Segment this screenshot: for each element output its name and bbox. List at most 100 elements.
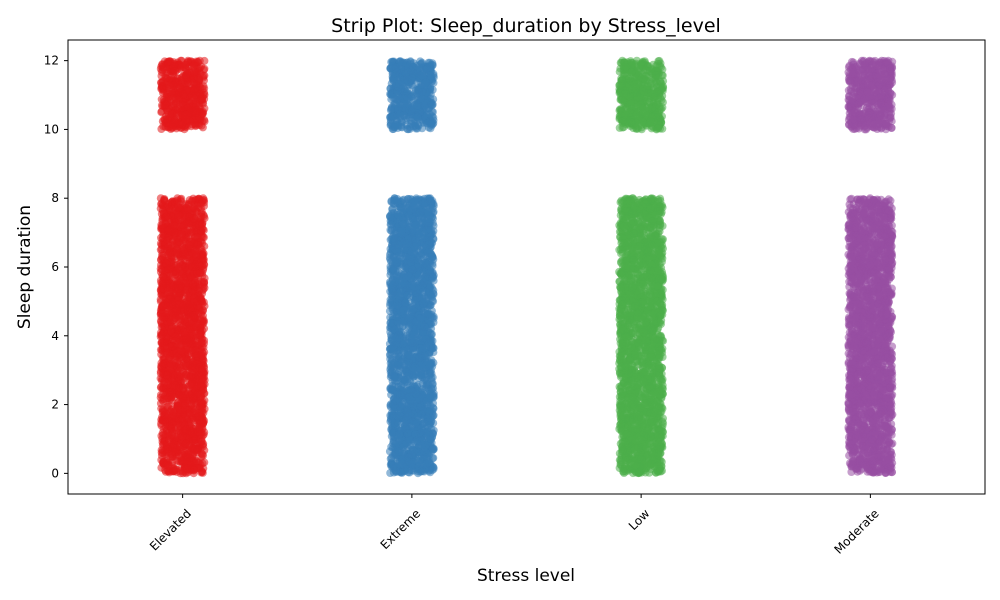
data-point — [426, 391, 435, 400]
data-point — [189, 214, 198, 223]
series-extreme — [385, 57, 438, 478]
data-point — [164, 444, 172, 453]
data-point — [165, 226, 174, 235]
data-point — [195, 219, 204, 228]
data-point — [165, 248, 174, 257]
data-point — [197, 227, 206, 236]
data-point — [412, 436, 421, 445]
data-point — [193, 389, 202, 398]
data-point — [403, 256, 412, 265]
data-point — [415, 395, 424, 404]
data-point — [391, 467, 400, 475]
data-point — [158, 217, 167, 225]
data-point — [167, 90, 176, 99]
data-point — [165, 287, 174, 296]
data-point — [161, 240, 170, 248]
data-point — [426, 301, 435, 310]
data-point — [187, 122, 196, 131]
data-point — [428, 466, 437, 475]
data-point — [157, 451, 166, 460]
data-point — [413, 412, 422, 421]
data-point — [393, 195, 402, 203]
data-point — [171, 413, 180, 422]
data-point — [185, 380, 194, 389]
data-point — [174, 211, 183, 220]
data-point — [189, 297, 198, 306]
data-point — [425, 218, 434, 227]
data-point — [406, 274, 415, 283]
data-point — [181, 115, 190, 124]
data-point — [165, 57, 174, 66]
data-point — [398, 220, 407, 229]
data-point — [177, 230, 186, 239]
data-point — [405, 468, 414, 477]
data-point — [182, 199, 191, 208]
data-point — [186, 372, 195, 381]
data-point — [416, 208, 425, 217]
data-point — [428, 273, 437, 282]
data-point — [193, 241, 202, 250]
data-point — [421, 273, 430, 282]
data-point — [401, 299, 410, 307]
data-point — [189, 61, 198, 70]
data-point — [178, 78, 187, 87]
data-point — [387, 322, 396, 331]
data-point — [409, 201, 418, 210]
data-point — [200, 279, 208, 288]
data-point — [198, 306, 207, 315]
data-point — [190, 313, 199, 322]
data-point — [172, 433, 181, 442]
data-point — [176, 223, 185, 231]
data-point — [174, 372, 183, 381]
data-point — [405, 434, 414, 443]
data-point — [392, 271, 401, 280]
data-point — [406, 396, 415, 405]
data-point — [189, 203, 198, 212]
data-point — [413, 467, 422, 476]
data-point — [404, 211, 413, 220]
data-point — [158, 330, 167, 339]
points-layer — [156, 56, 897, 478]
data-point — [397, 229, 406, 238]
data-point — [386, 220, 395, 229]
data-point — [421, 372, 430, 381]
data-point — [178, 452, 187, 461]
data-point — [415, 458, 424, 467]
data-point — [159, 431, 168, 439]
data-point — [408, 458, 416, 467]
data-point — [184, 349, 193, 358]
data-point — [199, 439, 208, 448]
data-point — [194, 411, 203, 420]
data-point — [198, 468, 207, 477]
data-point — [388, 400, 397, 409]
data-point — [162, 414, 171, 423]
data-point — [408, 306, 417, 314]
data-point — [160, 115, 169, 124]
series-elevated — [156, 56, 209, 478]
data-point — [174, 95, 183, 104]
data-point — [157, 252, 166, 261]
data-point — [410, 224, 419, 233]
data-point — [401, 425, 410, 434]
data-point — [167, 451, 176, 460]
data-point — [419, 327, 427, 336]
data-point — [158, 284, 167, 293]
data-point — [193, 464, 202, 473]
data-point — [395, 327, 404, 336]
data-point — [393, 353, 402, 362]
data-point — [184, 417, 193, 426]
data-point — [184, 359, 193, 368]
data-point — [402, 386, 411, 395]
data-point — [427, 226, 435, 235]
data-point — [190, 446, 199, 455]
data-point — [395, 430, 404, 439]
data-point — [387, 367, 396, 376]
data-point — [386, 212, 394, 221]
data-point — [157, 362, 166, 370]
data-point — [174, 202, 183, 211]
data-point — [169, 120, 177, 129]
data-point — [194, 261, 203, 270]
data-point — [165, 265, 173, 273]
data-point — [171, 381, 180, 390]
